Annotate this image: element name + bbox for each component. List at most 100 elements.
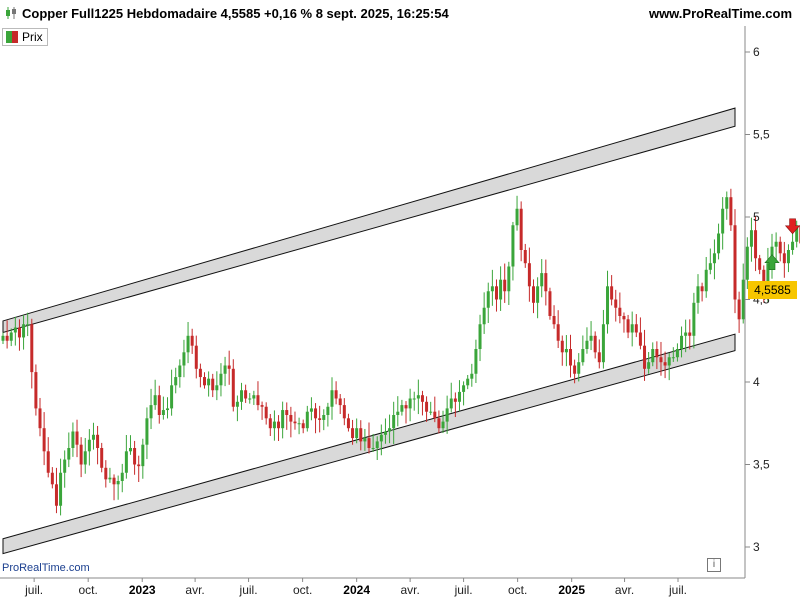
candle-body [240, 390, 244, 402]
candle-body [83, 451, 87, 465]
candle-body [153, 395, 157, 406]
candle-body [235, 401, 239, 407]
candle-body [227, 365, 231, 369]
candle-body [367, 438, 371, 448]
candle-body [145, 418, 149, 445]
watermark[interactable]: ProRealTime.com [2, 562, 90, 574]
candle-body [610, 286, 614, 300]
candle-body [1, 335, 5, 341]
candle-body [478, 324, 482, 349]
candle-body [96, 434, 100, 448]
candle-body [322, 415, 326, 420]
candle-body [355, 428, 359, 439]
candle-body [470, 373, 474, 379]
candle-body [63, 459, 67, 473]
candle-body [133, 448, 137, 465]
price-legend-swatch [6, 31, 18, 43]
candle-body [314, 408, 318, 419]
candle-body [412, 398, 416, 400]
candle-body [762, 269, 766, 292]
candle-body [680, 335, 684, 349]
candle-body [149, 405, 153, 419]
x-tick-label: oct. [293, 583, 312, 597]
x-tick-label: 2025 [558, 583, 585, 597]
candle-body [17, 327, 21, 338]
candle-body [712, 253, 716, 264]
info-icon[interactable]: i [707, 558, 721, 572]
candle-body [429, 411, 433, 413]
candle-body [564, 349, 568, 353]
chart-title: Copper Full1225 Hebdomadaire 4,5585 +0,1… [22, 6, 449, 21]
candle-body [651, 349, 655, 363]
candle-body [371, 448, 375, 449]
candle-body [634, 324, 638, 333]
candle-body [540, 273, 544, 287]
candle-body [749, 230, 753, 247]
candle-body [297, 423, 301, 425]
candle-body [729, 197, 733, 226]
candle-body [507, 266, 511, 292]
candle-body [408, 398, 412, 409]
candle-body [425, 401, 429, 412]
x-tick-label: 2024 [343, 583, 370, 597]
x-tick-label: juil. [454, 583, 473, 597]
candle-body [5, 335, 9, 341]
candle-body [778, 241, 782, 254]
candle-body [351, 428, 355, 439]
candle-body [548, 291, 552, 316]
candle-body [112, 477, 116, 485]
candle-body [293, 421, 297, 424]
x-tick-label: oct. [508, 583, 527, 597]
candle-body [437, 418, 441, 429]
candle-body [50, 472, 54, 485]
candle-body [614, 299, 618, 308]
candle-body [141, 444, 145, 467]
legend-label: Prix [22, 30, 43, 44]
candle-body [137, 464, 141, 467]
candle-body [30, 324, 34, 373]
y-tick-label: 5,5 [753, 128, 770, 142]
candle-body [536, 286, 540, 303]
candle-body [383, 431, 387, 435]
candle-body [359, 428, 363, 442]
candle-body [482, 307, 486, 325]
candle-body [305, 411, 309, 429]
candle-body [272, 421, 276, 429]
candle-body [248, 398, 252, 400]
candle-body [556, 324, 560, 341]
signal-markers [764, 218, 800, 270]
candle-body [544, 273, 548, 292]
candle-body [91, 434, 95, 440]
candle-body [79, 444, 83, 465]
candle-body [601, 324, 605, 363]
candle-body [474, 349, 478, 374]
candle-body [758, 258, 762, 270]
x-tick-label: oct. [79, 583, 98, 597]
candle-body [309, 408, 313, 412]
site-link[interactable]: www.ProRealTime.com [648, 6, 792, 21]
candle-body [416, 395, 420, 399]
series-legend[interactable]: Prix [2, 28, 48, 46]
candle-body [104, 467, 108, 480]
candle-body [396, 411, 400, 415]
candle-body [782, 253, 786, 264]
candle-body [42, 428, 46, 452]
candle-body [494, 286, 498, 300]
candle-body [626, 319, 630, 333]
candle-body [569, 349, 573, 366]
candle-body [523, 250, 527, 264]
candle-body [87, 439, 91, 452]
candle-body [334, 390, 338, 399]
candle-body [692, 302, 696, 336]
candle-body [301, 423, 305, 429]
candle-body [215, 385, 219, 391]
candle-body [157, 395, 161, 415]
y-tick-label: 3 [753, 540, 760, 554]
x-tick-label: juil. [24, 583, 43, 597]
x-tick-label: avr. [400, 583, 419, 597]
y-tick-label: 5 [753, 210, 760, 224]
candle-body [663, 362, 667, 366]
x-tick-label: juil. [668, 583, 687, 597]
candle-body [174, 377, 178, 386]
